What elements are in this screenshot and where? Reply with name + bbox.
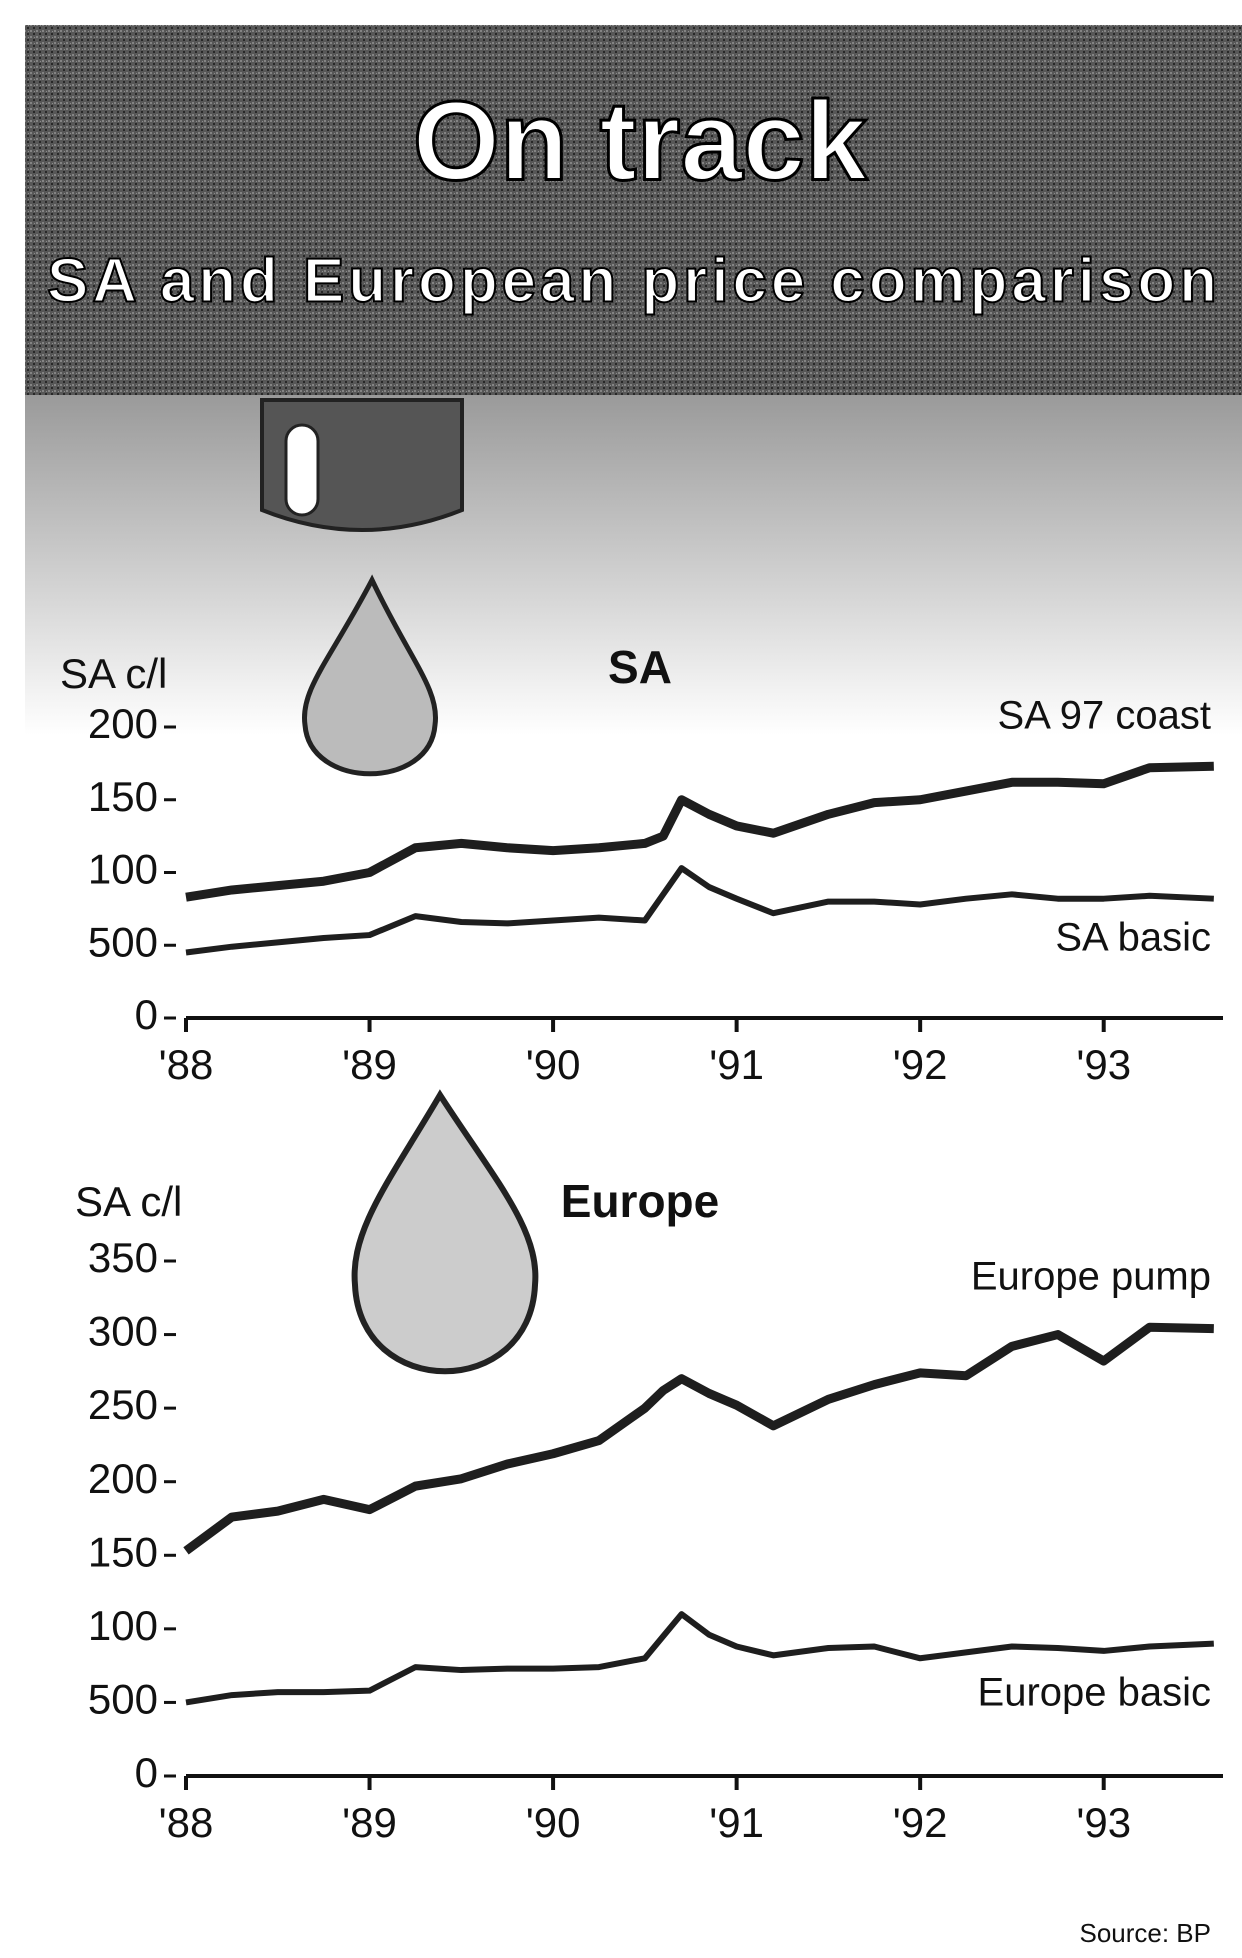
x-tick-label: '93 [1076, 1799, 1131, 1846]
chart-heading: Europe [561, 1175, 719, 1227]
x-tick-label: '90 [526, 1041, 581, 1088]
x-tick-label: '92 [893, 1799, 948, 1846]
x-tick-label: '93 [1076, 1041, 1131, 1088]
y-tick-label: 150 [88, 773, 158, 820]
x-tick-label: '89 [342, 1041, 397, 1088]
fade-background [25, 395, 1242, 735]
x-tick-label: '90 [526, 1799, 581, 1846]
drop [351, 1089, 539, 1375]
series-label: Europe pump [971, 1255, 1211, 1299]
series-line [185, 761, 1214, 902]
pump-icon [260, 398, 464, 532]
x-tick-label: '88 [159, 1041, 214, 1088]
y-axis-label: SA c/l [75, 1178, 182, 1225]
y-tick-label: 500 [88, 1676, 158, 1723]
y-tick-label: 500 [88, 918, 158, 965]
y-tick-label: 0 [135, 991, 158, 1038]
y-tick-label: 200 [88, 700, 158, 747]
title: On track [413, 79, 868, 204]
y-tick-label: 350 [88, 1234, 158, 1281]
series-label: SA 97 coast [998, 694, 1211, 738]
y-tick-label: 300 [88, 1308, 158, 1355]
header-shade [25, 25, 1242, 395]
subtitle: SA and European price comparison [47, 246, 1217, 315]
drop [301, 574, 439, 777]
series-line [183, 1322, 1214, 1555]
y-axis-label: SA c/l [60, 650, 167, 697]
y-tick-label: 150 [88, 1528, 158, 1575]
series-label: SA basic [1055, 916, 1211, 960]
y-tick-label: 0 [135, 1749, 158, 1796]
series-label: Europe basic [978, 1671, 1211, 1715]
chart-heading: SA [608, 641, 672, 693]
y-tick-label: 250 [88, 1381, 158, 1428]
x-tick-label: '91 [709, 1799, 764, 1846]
x-tick-label: '92 [893, 1041, 948, 1088]
y-tick-label: 100 [88, 846, 158, 893]
series-line [185, 865, 1214, 956]
y-tick-label: 200 [88, 1455, 158, 1502]
x-tick-label: '91 [709, 1041, 764, 1088]
source: Source: BP [1079, 1918, 1211, 1948]
x-tick-label: '89 [342, 1799, 397, 1846]
x-tick-label: '88 [159, 1799, 214, 1846]
series-line [185, 1611, 1214, 1706]
y-tick-label: 100 [88, 1602, 158, 1649]
